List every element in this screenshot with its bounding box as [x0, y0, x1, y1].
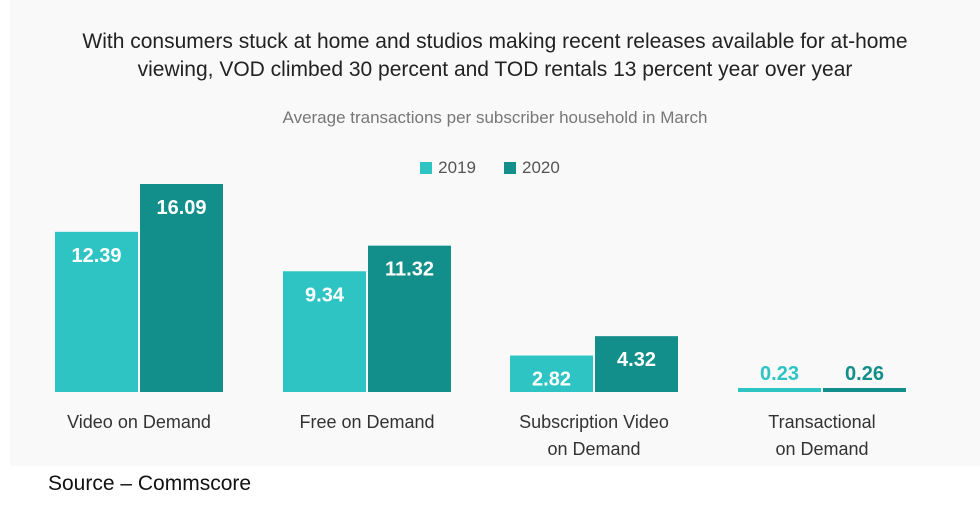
data-label-2020-3: 0.26: [845, 363, 884, 385]
bar-2019-2: [510, 355, 593, 392]
legend-item-2020: 2020: [504, 158, 560, 178]
chart-title-line-2: viewing, VOD climbed 30 percent and TOD …: [137, 58, 853, 81]
data-label-2020-1: 11.32: [385, 259, 434, 281]
source-note: Source – Commscore: [48, 472, 252, 495]
bar-2020-1: [368, 245, 451, 392]
legend-swatch-2019: [420, 162, 433, 174]
bar-2020-3: [823, 388, 906, 392]
chart-legend: 2019 2020: [0, 158, 980, 178]
legend-label-2019: 2019: [438, 158, 476, 177]
legend-item-2019: 2019: [420, 158, 476, 178]
category-label-2-0: Subscription Video: [519, 412, 669, 432]
bar-2019-0: [55, 231, 138, 392]
bar-2020-0: [140, 184, 223, 392]
data-label-2020-2: 4.32: [617, 349, 656, 371]
chart-title: With consumers stuck at home and studios…: [10, 28, 980, 84]
category-label-1-0: Free on Demand: [299, 412, 434, 432]
data-label-2020-0: 16.09: [156, 197, 206, 219]
legend-label-2020: 2020: [522, 158, 560, 177]
chart-title-line-1: With consumers stuck at home and studios…: [82, 30, 908, 53]
category-label-3-1: on Demand: [775, 439, 868, 459]
category-label-0-0: Video on Demand: [67, 412, 211, 432]
data-label-2019-2: 2.82: [532, 369, 571, 391]
bar-2019-3: [738, 388, 821, 392]
data-label-2019-1: 9.34: [305, 284, 345, 306]
category-label-3-0: Transactional: [768, 412, 875, 432]
legend-swatch-2020: [504, 162, 516, 174]
bar-2019-1: [283, 271, 366, 392]
data-label-2019-0: 12.39: [71, 245, 121, 267]
data-label-2019-3: 0.23: [760, 363, 799, 385]
category-label-2-1: on Demand: [547, 439, 640, 459]
bar-chart: 12.39 16.09 Video on Demand 9.34 11.32 Free o…: [55, 184, 906, 459]
bar-2020-2: [595, 336, 678, 392]
chart-subtitle: Average transactions per subscriber hous…: [282, 108, 708, 127]
